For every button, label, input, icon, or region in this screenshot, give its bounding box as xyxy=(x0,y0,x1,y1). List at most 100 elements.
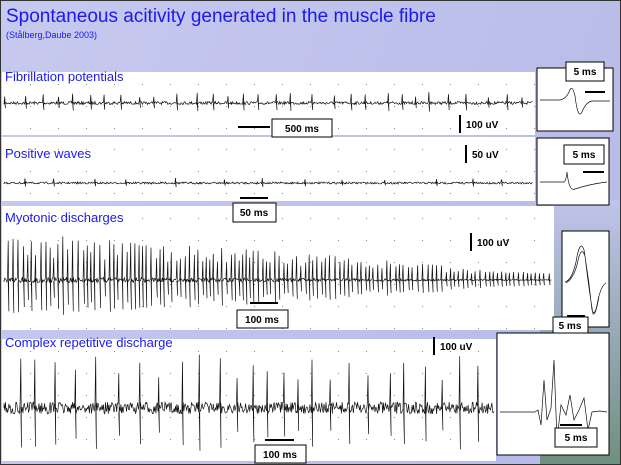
grid-dot xyxy=(198,328,199,329)
grid-dot xyxy=(86,439,87,440)
grid-dot xyxy=(86,171,87,172)
grid-dot xyxy=(394,328,395,329)
scale-box xyxy=(563,144,605,165)
grid-dot xyxy=(30,106,31,107)
grid-dot xyxy=(338,373,339,374)
grid-dot xyxy=(170,328,171,329)
grid-dot xyxy=(394,240,395,241)
grid-dot xyxy=(170,306,171,307)
grid-dot xyxy=(86,106,87,107)
grid-dot xyxy=(142,373,143,374)
grid-dot xyxy=(338,128,339,129)
grid-dot xyxy=(310,284,311,285)
grid-dot xyxy=(30,373,31,374)
grid-dot xyxy=(58,417,59,418)
grid-dot xyxy=(310,395,311,396)
grid-dot xyxy=(422,218,423,219)
grid-dot xyxy=(170,149,171,150)
grid-dot xyxy=(142,306,143,307)
grid-dot xyxy=(114,193,115,194)
grid-dot xyxy=(338,240,339,241)
grid-dot xyxy=(86,306,87,307)
grid-dot xyxy=(198,240,199,241)
grid-dot xyxy=(310,351,311,352)
grid-dot xyxy=(226,128,227,129)
emg-trace xyxy=(3,236,552,315)
grid-dot xyxy=(366,240,367,241)
grid-dot xyxy=(30,149,31,150)
grid-dot xyxy=(282,149,283,150)
grid-dot xyxy=(226,439,227,440)
grid-dot xyxy=(422,373,423,374)
grid-dot xyxy=(394,284,395,285)
grid-dot xyxy=(310,417,311,418)
grid-dot xyxy=(30,328,31,329)
grid-dot xyxy=(86,240,87,241)
grid-dot xyxy=(30,218,31,219)
grid-dot xyxy=(198,439,199,440)
grid-dot xyxy=(310,328,311,329)
grid-dot xyxy=(506,106,507,107)
grid-dot xyxy=(198,373,199,374)
grid-dot xyxy=(534,149,535,150)
grid-dot xyxy=(114,351,115,352)
grid-dot xyxy=(338,149,339,150)
grid-dot xyxy=(114,328,115,329)
grid-dot xyxy=(478,106,479,107)
grid-dot xyxy=(30,351,31,352)
grid-dot xyxy=(30,128,31,129)
grid-dot xyxy=(170,171,171,172)
grid-dot xyxy=(198,84,199,85)
grid-dot xyxy=(114,439,115,440)
grid-dot xyxy=(114,84,115,85)
grid-dot xyxy=(198,193,199,194)
grid-dot xyxy=(30,193,31,194)
grid-dot xyxy=(478,193,479,194)
grid-dot xyxy=(450,240,451,241)
grid-dot xyxy=(170,218,171,219)
grid-dot xyxy=(478,171,479,172)
inset xyxy=(561,230,610,328)
grid-dot xyxy=(422,284,423,285)
grid-dot xyxy=(86,84,87,85)
time-scale: 50 ms xyxy=(240,208,269,219)
grid-dot xyxy=(506,218,507,219)
grid-dot xyxy=(226,106,227,107)
amplitude-scale: 50 uV xyxy=(472,150,499,161)
grid-dot xyxy=(282,284,283,285)
grid-dot xyxy=(142,84,143,85)
grid-dot xyxy=(114,106,115,107)
grid-dot xyxy=(310,149,311,150)
grid-dot xyxy=(394,128,395,129)
grid-dot xyxy=(422,106,423,107)
inset-scale: 5 ms xyxy=(573,150,596,161)
scale-box xyxy=(236,309,289,329)
grid-dot xyxy=(450,306,451,307)
grid-dot xyxy=(170,84,171,85)
amplitude-scale: 100 uV xyxy=(440,342,473,353)
grid-dot xyxy=(478,218,479,219)
grid-dot xyxy=(198,351,199,352)
grid-dot xyxy=(478,240,479,241)
grid-dot xyxy=(58,149,59,150)
grid-dot xyxy=(114,149,115,150)
grid-dot xyxy=(450,149,451,150)
grid-dot xyxy=(170,106,171,107)
grid-dot xyxy=(114,171,115,172)
grid-dot xyxy=(366,149,367,150)
scale-box xyxy=(565,61,605,82)
grid-dot xyxy=(478,284,479,285)
grid-dot xyxy=(394,351,395,352)
inset-waveform xyxy=(564,245,607,315)
grid-dot xyxy=(394,84,395,85)
time-scale: 100 ms xyxy=(263,450,297,461)
grid-dot xyxy=(310,106,311,107)
grid-dot xyxy=(30,417,31,418)
grid-dot xyxy=(366,417,367,418)
grid-dot xyxy=(254,306,255,307)
grid-dot xyxy=(366,373,367,374)
panel-band xyxy=(2,339,496,461)
grid-dot xyxy=(394,439,395,440)
grid-dot xyxy=(450,106,451,107)
